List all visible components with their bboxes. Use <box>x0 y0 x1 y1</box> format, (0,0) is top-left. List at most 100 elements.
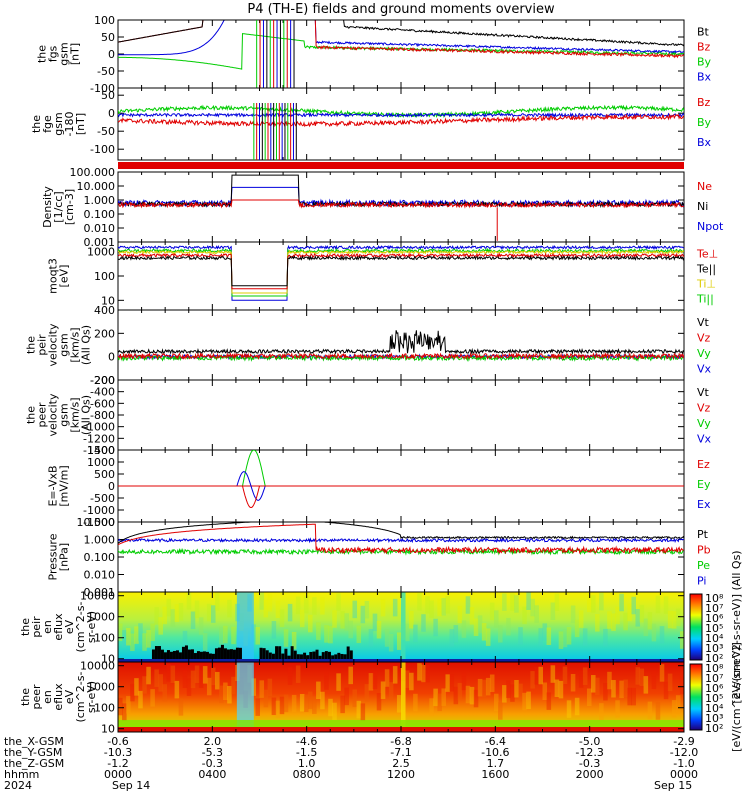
legend-entry: Ni <box>697 200 708 213</box>
legend-entry: Ti⊥ <box>696 278 716 291</box>
colorbar-tick-label: 10³ <box>705 642 723 655</box>
x-tick-label: -0.6 <box>107 735 128 748</box>
y-tick-label: 100 <box>94 14 115 27</box>
svg-text:Pressure: Pressure <box>47 533 60 580</box>
y-tick-label: 0 <box>108 107 115 120</box>
svg-text:-180: -180 <box>63 112 76 137</box>
legend: Vt Vz Vy Vx <box>697 386 712 446</box>
y-tick-label: 50 <box>101 31 115 44</box>
colorbar-tick-label: 10² <box>705 652 723 665</box>
date-label-end: Sep 15 <box>654 779 692 792</box>
legend-entry: Vt <box>697 316 710 329</box>
svg-text:gsm: gsm <box>52 112 65 135</box>
series-Bt <box>118 20 684 47</box>
y-tick-label: 1000 <box>87 611 115 624</box>
colorbar-tick-label: 10⁴ <box>705 702 724 715</box>
panel-peer_spec: 10000100010010thepeerenefluxeV(cm^2-s-sr… <box>19 660 685 736</box>
svg-text:the: the <box>25 336 38 354</box>
legend-entry: By <box>697 56 712 69</box>
series-group <box>118 522 684 556</box>
legend-entry: Bz <box>697 96 711 109</box>
panel-temp: 1000 100 10 moqt3[eV] Te⊥ Te|| Ti⊥ Ti|| <box>47 241 718 311</box>
svg-text:[cm-3]: [cm-3] <box>63 189 76 225</box>
y-axis-label: moqt3[eV] <box>47 258 71 294</box>
x-tick-label: -12.3 <box>575 746 603 759</box>
svg-text:eflux: eflux <box>52 613 65 641</box>
legend-entry: Vy <box>697 417 711 430</box>
series-Pi <box>118 537 684 544</box>
y-tick-label: 0.010 <box>84 569 116 582</box>
legend-entry: Te⊥ <box>696 248 718 261</box>
y-tick-label: 10000 <box>80 660 115 673</box>
y-tick-label: 1000 <box>87 681 115 694</box>
y-tick-label: 0.100 <box>84 208 116 221</box>
svg-text:[nT]: [nT] <box>69 43 82 65</box>
y-tick-label: 1000 <box>87 246 115 259</box>
series-temp-blue <box>118 244 684 301</box>
legend: Ez Ey Ex <box>697 458 711 511</box>
svg-text:gsm: gsm <box>58 333 71 356</box>
y-tick-label: -500 <box>90 492 115 505</box>
series-Pb <box>118 523 684 555</box>
series-group <box>118 20 684 88</box>
panel-frame <box>117 309 685 381</box>
x-tick-label: -4.6 <box>296 735 317 748</box>
y-tick-label: 500 <box>94 468 115 481</box>
legend-entry: By <box>697 116 712 129</box>
legend-entry: Ez <box>697 458 710 471</box>
x-tick-label: -6.4 <box>485 735 506 748</box>
y-tick-label: 1.000 <box>84 194 116 207</box>
svg-text:peer: peer <box>30 684 43 710</box>
panel-peir: 400 200 0 -200 thepeirvelocitygsm[km/s](All … <box>25 304 712 387</box>
y-tick-label: 50 <box>101 89 115 102</box>
series-Bz <box>118 20 684 59</box>
x-tick-label: 2.5 <box>392 757 410 770</box>
series-Ne <box>118 199 684 209</box>
legend-entry: Ex <box>697 498 711 511</box>
y-tick-label: 100 <box>94 702 115 715</box>
svg-text:[km/s]: [km/s] <box>69 397 82 432</box>
series-By <box>118 33 684 70</box>
legend-entry: Bx <box>697 71 712 84</box>
spectrogram-peer_spec <box>118 662 684 732</box>
svg-text:(cm^2-s-: (cm^2-s- <box>74 672 87 723</box>
y-tick-label: 1500 <box>87 444 115 457</box>
ephemeris-label: the_Y-GSM <box>4 746 62 759</box>
y-tick-label: -200 <box>90 374 115 387</box>
svg-text:velocity: velocity <box>47 393 60 436</box>
legend-entry: Vt <box>697 386 710 399</box>
x-tick-label: 0000 <box>104 768 132 781</box>
svg-text:velocity: velocity <box>47 323 60 366</box>
panel-peer: -200-400-600-800-1000-1200-1400 thepeerve… <box>25 374 712 457</box>
svg-text:peer: peer <box>36 402 49 428</box>
svg-text:(cm^2-s-: (cm^2-s- <box>74 602 87 653</box>
x-tick-label: 0000 <box>670 768 698 781</box>
x-tick-label: -1.2 <box>107 757 128 770</box>
series-Bx <box>118 20 684 56</box>
series-group <box>118 244 684 301</box>
x-tick-label: -7.1 <box>390 746 411 759</box>
svg-text:sr-eV): sr-eV) <box>85 681 98 713</box>
svg-text:the: the <box>36 45 49 63</box>
series-Vt <box>118 330 684 355</box>
legend-entry: Vy <box>697 347 711 360</box>
svg-text:eV: eV <box>63 689 76 704</box>
x-tick-label: 1.0 <box>298 757 316 770</box>
series-Ti-perp <box>118 249 684 294</box>
svg-text:eV: eV <box>63 619 76 634</box>
y-tick-label: 100.000 <box>70 166 116 179</box>
series-group <box>118 174 684 241</box>
series-Ti-par <box>118 247 684 297</box>
legend: Vt Vz Vy Vx <box>697 316 712 376</box>
x-tick-label: 2.0 <box>204 735 222 748</box>
svg-text:peir: peir <box>30 616 43 638</box>
svg-text:fgs: fgs <box>47 45 60 62</box>
svg-text:gsm: gsm <box>58 42 71 65</box>
x-axis: the_X-GSM -0.6 2.0 -4.6 -6.8 -6.4 -5.0 -2.9 the_… <box>4 735 698 792</box>
y-tick-label: 10 <box>101 653 115 666</box>
